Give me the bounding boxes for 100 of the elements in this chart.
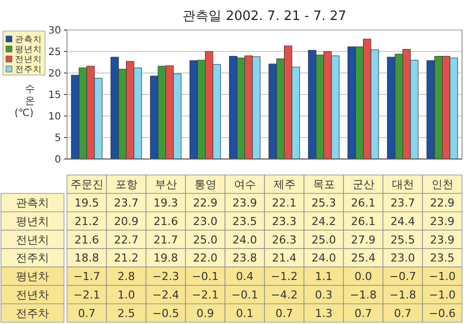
data-label: 24.2 <box>312 214 336 228</box>
data-label: 21.4 <box>272 252 296 265</box>
data-label: 19.5 <box>74 196 99 210</box>
text: 평년치 <box>16 214 49 228</box>
text: −0.7 <box>389 270 416 284</box>
text: 1.0 <box>118 288 135 302</box>
text: −0.1 <box>231 288 258 302</box>
text: −1.8 <box>389 288 416 302</box>
text: 0.4 <box>236 270 254 284</box>
data-label: 23.9 <box>430 214 454 228</box>
text: −2.3 <box>152 270 180 284</box>
text: 0.3 <box>315 288 332 302</box>
data-label: 25.0 <box>193 233 218 246</box>
text: −1.0 <box>428 288 456 302</box>
text: 2.5 <box>118 306 135 320</box>
text: −0.1 <box>192 270 219 284</box>
data-label: 25.5 <box>390 233 415 246</box>
chart-title: 관측일 2002. 7. 21 - 7. 27 <box>182 9 346 24</box>
data-label: 19.3 <box>154 196 178 210</box>
data-label: 22.7 <box>114 233 138 246</box>
text: 전년치 <box>16 233 49 246</box>
data-label: 22.1 <box>272 196 296 210</box>
text: −2.4 <box>152 288 180 302</box>
y-tick-label: 5 <box>54 133 61 144</box>
data-label: 25.3 <box>312 196 336 210</box>
x-tick-label: 대천 <box>392 178 414 192</box>
data-label: 25.4 <box>351 252 376 265</box>
data-label: 23.3 <box>272 214 296 228</box>
data-label: 19.8 <box>154 252 178 265</box>
x-tick-label: 군산 <box>352 178 374 192</box>
data-label: 21.2 <box>114 252 138 265</box>
data-label: 26.1 <box>351 196 376 210</box>
text: 1.1 <box>315 270 332 284</box>
data-label: 24.4 <box>390 214 415 228</box>
text: −0.6 <box>428 306 456 320</box>
text: −2.1 <box>192 288 219 302</box>
data-label: 23.7 <box>390 196 415 210</box>
data-label: 26.1 <box>351 214 376 228</box>
legend-label: 전주치 <box>15 64 42 75</box>
y-tick-label: 10 <box>48 112 61 122</box>
data-label: 21.2 <box>74 214 99 228</box>
text: 0.9 <box>196 306 214 320</box>
x-tick-label: 부산 <box>154 178 177 192</box>
data-label: 27.9 <box>351 233 376 246</box>
text: 0.7 <box>354 306 372 320</box>
text: −4.2 <box>270 288 298 302</box>
text: −1.8 <box>350 288 377 302</box>
data-label: 20.9 <box>114 214 138 228</box>
data-label: 23.5 <box>430 252 454 265</box>
text: −2.1 <box>73 288 100 302</box>
x-tick-label: 제주 <box>273 178 296 192</box>
text: 전주치 <box>16 252 49 265</box>
x-tick-label: 주문진 <box>70 178 104 192</box>
y-tick-label: 25 <box>48 47 61 58</box>
data-label: 23.0 <box>390 252 415 265</box>
legend-label: 평년치 <box>15 44 42 55</box>
data-label: 21.7 <box>154 233 178 246</box>
text: 0.1 <box>236 306 254 320</box>
x-tick-label: 여수 <box>234 178 256 192</box>
data-label: 25.0 <box>312 233 336 246</box>
x-tick-label: 통영 <box>194 178 216 192</box>
text: 평년차 <box>16 270 49 284</box>
y-tick-label: 0 <box>54 154 61 166</box>
text: 0.0 <box>354 270 372 284</box>
text: 전년차 <box>16 288 49 302</box>
y-tick-label: 30 <box>48 26 61 36</box>
data-label: 23.0 <box>193 214 218 228</box>
data-label: 22.9 <box>193 196 218 210</box>
data-label: 21.6 <box>154 214 178 228</box>
text: −1.2 <box>270 270 298 284</box>
data-label: 18.8 <box>74 252 99 265</box>
text: −0.5 <box>152 306 180 320</box>
data-label: 23.7 <box>114 196 138 210</box>
data-label: 21.6 <box>74 233 99 246</box>
text: 관측치 <box>16 196 49 210</box>
x-tick-label: 포항 <box>115 178 138 192</box>
data-label: 22.0 <box>193 252 218 265</box>
legend-label: 전년치 <box>15 54 42 65</box>
x-tick-label: 목포 <box>312 178 335 192</box>
text: 0.7 <box>394 306 412 320</box>
y-tick-label: 20 <box>48 68 61 80</box>
text: −1.0 <box>428 270 456 284</box>
text: 1.3 <box>315 306 332 320</box>
data-label: 22.9 <box>430 196 454 210</box>
data-label: 23.8 <box>232 252 257 265</box>
text: 0.7 <box>78 306 96 320</box>
y-axis-title: 수온(℃) <box>14 84 35 119</box>
text: 0.7 <box>276 306 293 320</box>
text: −1.7 <box>73 270 100 284</box>
data-label: 24.0 <box>312 252 336 265</box>
text: 전주차 <box>16 306 49 320</box>
data-label: 23.5 <box>232 214 257 228</box>
text: 2.8 <box>118 270 135 284</box>
y-tick-label: 15 <box>48 90 61 101</box>
data-label: 24.0 <box>232 233 257 246</box>
legend-label: 관측치 <box>15 34 42 45</box>
x-tick-label: 인천 <box>431 178 454 192</box>
data-label: 23.9 <box>430 233 454 246</box>
data-label: 23.9 <box>232 196 257 210</box>
data-label: 26.3 <box>272 233 296 246</box>
